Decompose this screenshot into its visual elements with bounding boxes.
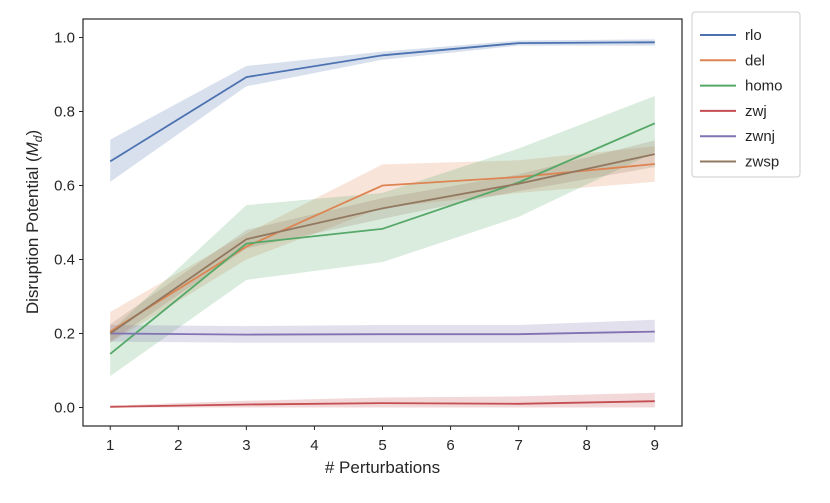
legend-label-zwj: zwj: [745, 103, 767, 120]
y-tick-label-5: 1.0: [54, 30, 75, 47]
legend-label-zwsp: zwsp: [745, 154, 779, 171]
y-axis-label-close: ): [23, 130, 42, 136]
x-tick-label-7: 7: [514, 437, 522, 454]
x-tick-label-1: 1: [106, 437, 114, 454]
x-tick-label-9: 9: [651, 437, 659, 454]
x-tick-label-8: 8: [583, 437, 591, 454]
legend-label-homo: homo: [745, 78, 783, 95]
y-axis-label-symbol: M: [23, 141, 42, 156]
y-axis-label: Disruption Potential (Md): [23, 130, 45, 314]
legend: rlo del homo zwj zwnj zwsp: [692, 12, 800, 177]
y-tick-label-1: 0.2: [54, 326, 75, 343]
legend-label-zwnj: zwnj: [745, 128, 775, 145]
legend-label-rlo: rlo: [745, 27, 762, 44]
x-axis-ticks: 1 2 3 4 5 6 7 8 9: [106, 426, 659, 454]
legend-label-del: del: [745, 52, 765, 69]
x-axis-label: # Perturbations: [325, 458, 440, 477]
y-tick-label-2: 0.4: [54, 252, 75, 269]
y-axis-ticks: 0.0 0.2 0.4 0.6 0.8 1.0: [54, 30, 83, 417]
band-zwnj: [110, 320, 655, 343]
x-tick-label-6: 6: [446, 437, 454, 454]
x-tick-label-3: 3: [242, 437, 250, 454]
y-tick-label-3: 0.6: [54, 178, 75, 195]
x-tick-label-2: 2: [174, 437, 182, 454]
y-tick-label-4: 0.8: [54, 104, 75, 121]
x-tick-label-4: 4: [310, 437, 318, 454]
y-tick-label-0: 0.0: [54, 400, 75, 417]
confidence-bands: [110, 39, 655, 407]
y-axis-label-text: Disruption Potential (: [23, 156, 42, 314]
x-tick-label-5: 5: [378, 437, 386, 454]
